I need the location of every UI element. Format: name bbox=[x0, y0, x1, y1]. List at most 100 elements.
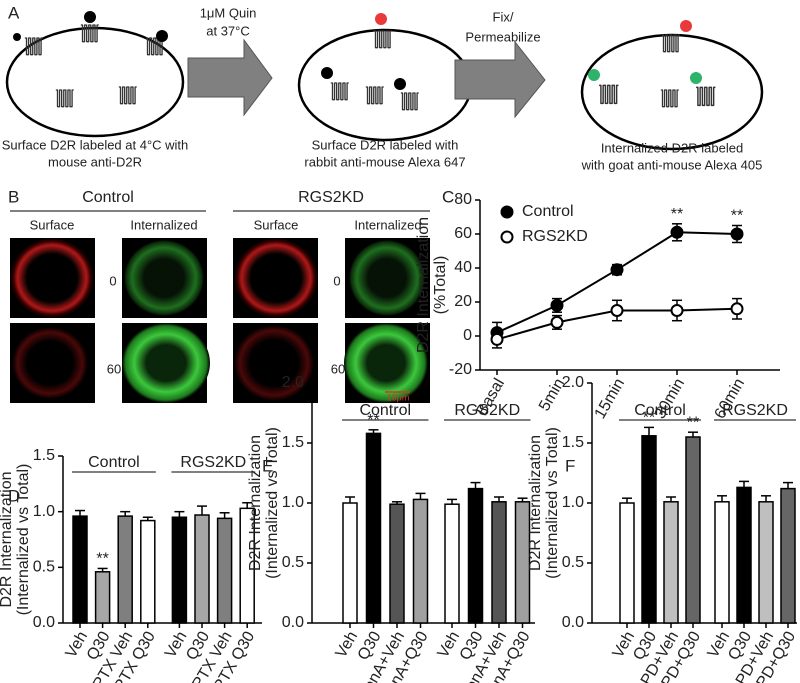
column-label: Surface bbox=[254, 217, 299, 232]
y-axis-label: (Internalized vs Total) bbox=[15, 464, 32, 616]
panel-label: F bbox=[565, 456, 575, 475]
y-tick-label: 80 bbox=[454, 191, 472, 208]
bar bbox=[641, 435, 657, 624]
x-tick-label: 15min bbox=[592, 376, 629, 422]
arrow-label: Permeabilize bbox=[465, 29, 540, 44]
step-caption: with goat anti-mouse Alexa 405 bbox=[581, 157, 763, 172]
step-caption: Surface D2R labeled at 4°C with bbox=[2, 137, 189, 152]
y-tick-label: 0.5 bbox=[282, 554, 304, 571]
legend-marker bbox=[500, 230, 514, 244]
y-tick-label: 1.5 bbox=[562, 434, 584, 451]
y-tick-label: 60 bbox=[454, 225, 472, 242]
y-tick-label: 0.5 bbox=[562, 554, 584, 571]
y-tick-label: 0.0 bbox=[562, 614, 584, 631]
y-tick-label: 2.0 bbox=[562, 374, 584, 391]
marker bbox=[730, 227, 744, 241]
y-tick-label: 2.0 bbox=[282, 374, 304, 391]
bar bbox=[663, 501, 679, 624]
marker bbox=[550, 315, 564, 329]
y-axis-label: D2R Internalization bbox=[0, 471, 15, 607]
bar bbox=[194, 514, 210, 624]
significance: ** bbox=[643, 410, 655, 427]
step-caption: Surface D2R labeled with bbox=[312, 137, 459, 152]
bar bbox=[239, 507, 255, 624]
significance: ** bbox=[731, 208, 743, 225]
y-tick-label: 0.0 bbox=[33, 614, 55, 631]
bar bbox=[171, 516, 188, 624]
group-label: Control bbox=[359, 402, 411, 419]
step-caption: mouse anti-D2R bbox=[48, 154, 142, 169]
bar bbox=[491, 501, 507, 624]
micrographs bbox=[10, 238, 430, 403]
y-axis-label: (Internalized vs Total) bbox=[264, 427, 281, 579]
marker bbox=[550, 298, 564, 312]
y-axis-label: D2R Internalization bbox=[415, 217, 432, 353]
time-label: 60 bbox=[331, 361, 345, 376]
y-axis-label: (Internalized vs Total) bbox=[544, 427, 561, 579]
bar bbox=[216, 517, 233, 624]
y-tick-label: 1.5 bbox=[282, 434, 304, 451]
group-label: Control bbox=[634, 402, 686, 419]
panel-label: B bbox=[8, 187, 19, 206]
bar bbox=[514, 501, 531, 624]
y-tick-label: 40 bbox=[454, 259, 472, 276]
y-tick-label: 1.5 bbox=[33, 447, 55, 464]
significance: ** bbox=[687, 414, 699, 431]
y-axis-label: (%Total) bbox=[432, 256, 449, 315]
column-label: Internalized bbox=[130, 217, 197, 232]
group-label: RGS2KD bbox=[722, 402, 788, 419]
legend-marker bbox=[500, 205, 514, 219]
y-tick-label: -20 bbox=[449, 361, 472, 378]
bar bbox=[117, 515, 133, 624]
column-label: Internalized bbox=[354, 217, 421, 232]
group-label: Control bbox=[88, 454, 140, 471]
group-label: RGS2KD bbox=[298, 189, 364, 206]
bar bbox=[467, 487, 484, 624]
bar bbox=[714, 501, 730, 624]
significance: ** bbox=[96, 551, 108, 568]
bar bbox=[758, 501, 774, 624]
y-axis-label: D2R Internalization bbox=[527, 435, 544, 571]
time-label: 0 bbox=[109, 273, 116, 288]
group-label: Control bbox=[82, 189, 134, 206]
bar bbox=[140, 519, 156, 624]
legend-label: Control bbox=[522, 203, 574, 220]
marker bbox=[670, 304, 684, 317]
bar bbox=[389, 503, 405, 624]
marker bbox=[730, 302, 744, 316]
column-label: Surface bbox=[30, 217, 75, 232]
bar bbox=[94, 571, 111, 624]
bar bbox=[365, 432, 382, 624]
step-caption: Internalized D2R labeled bbox=[601, 140, 743, 155]
y-tick-label: 1.0 bbox=[562, 494, 584, 511]
panel-label: D bbox=[8, 486, 20, 505]
group-label: RGS2KD bbox=[454, 402, 520, 419]
group-label: RGS2KD bbox=[180, 454, 246, 471]
marker bbox=[670, 225, 684, 239]
marker bbox=[610, 263, 624, 277]
bar bbox=[685, 436, 701, 624]
arrow-label: 1μM Quin bbox=[200, 5, 257, 20]
y-tick-label: 1.0 bbox=[282, 494, 304, 511]
y-tick-label: 0.0 bbox=[282, 614, 304, 631]
bar bbox=[342, 502, 358, 624]
arrow-label: Fix/ bbox=[493, 9, 514, 24]
panel-label: E bbox=[262, 456, 273, 475]
bar bbox=[736, 486, 752, 624]
marker bbox=[490, 332, 504, 346]
step-caption: rabbit anti-mouse Alexa 647 bbox=[304, 154, 465, 169]
schematic bbox=[5, 11, 764, 151]
y-tick-label: 1.0 bbox=[33, 503, 55, 520]
y-tick-label: 0 bbox=[463, 327, 472, 344]
bar bbox=[780, 487, 796, 624]
panel-label: A bbox=[8, 3, 20, 22]
bar bbox=[444, 503, 460, 624]
y-tick-label: 0.5 bbox=[33, 559, 55, 576]
arrow-label: at 37°C bbox=[206, 23, 250, 38]
scale-bar-label: 10μm bbox=[387, 392, 410, 402]
marker bbox=[610, 304, 624, 317]
y-tick-label: 20 bbox=[454, 293, 472, 310]
time-label: 0 bbox=[333, 273, 340, 288]
significance: ** bbox=[671, 206, 683, 223]
